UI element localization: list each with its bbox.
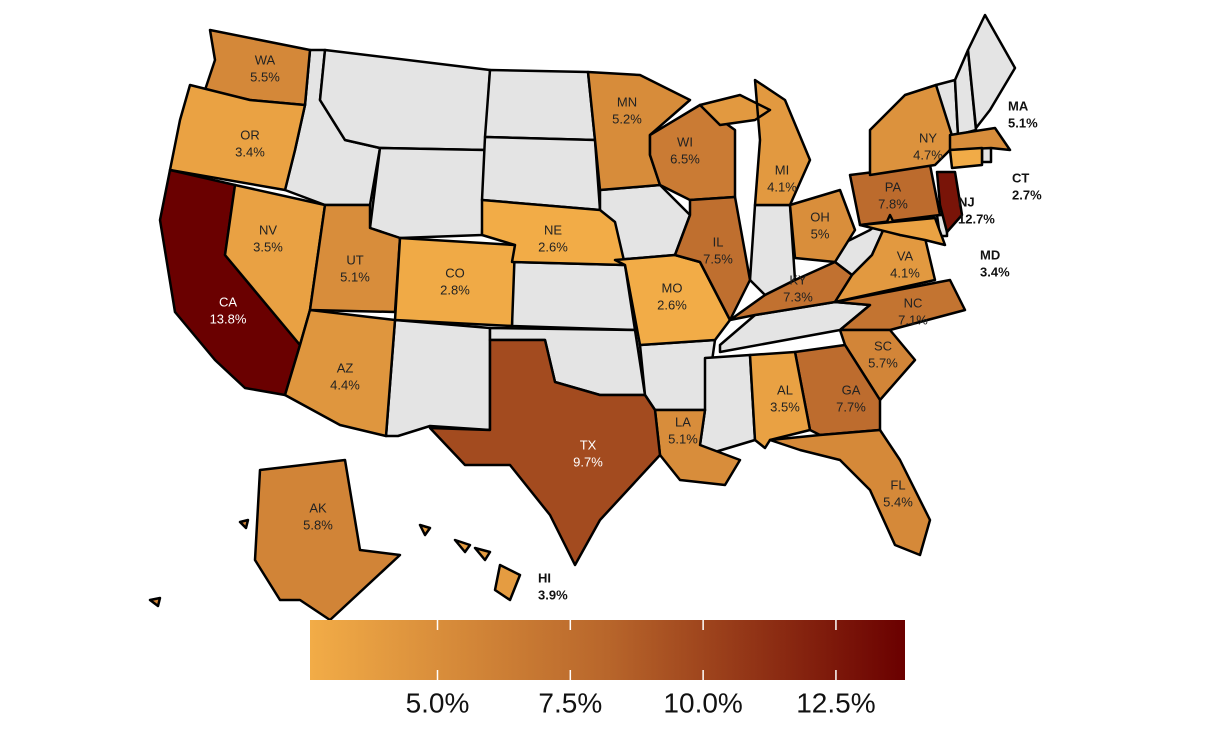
state-id: WI (677, 134, 693, 149)
state-value: 6.5% (670, 151, 700, 166)
state-value: 3.5% (253, 239, 283, 254)
state-value: 3.5% (770, 399, 800, 414)
state (788, 188, 857, 264)
colorbar: 5.0% 7.5% 10.0% 12.5% (310, 620, 905, 718)
state-id: CO (445, 265, 465, 280)
state-id: LA (675, 414, 691, 429)
state-value: 5.4% (883, 494, 913, 509)
state (318, 48, 492, 152)
state-value: 7.5% (703, 251, 733, 266)
state-value: 5.1% (1008, 115, 1038, 130)
state-id: FL (890, 477, 905, 492)
state-id: MO (662, 280, 683, 295)
state-value: 5.7% (868, 355, 898, 370)
state (480, 198, 627, 267)
state-value: 2.6% (538, 239, 568, 254)
state (966, 13, 1017, 130)
state-id: HI (538, 570, 551, 585)
state (393, 236, 517, 328)
state-id: NE (544, 222, 562, 237)
state (148, 458, 402, 622)
state-id: MN (617, 94, 637, 109)
colorbar-gradient (310, 620, 905, 680)
state (698, 353, 757, 454)
state-value: 2.8% (440, 282, 470, 297)
state (848, 163, 942, 227)
state-value: 5.1% (340, 269, 370, 284)
state-value: 2.6% (657, 297, 687, 312)
state-labels: WA 5.5% OR 3.4% CA 13.8% NV 3.5% UT 5.1% AZ 4.4% CO 2… (210, 52, 1043, 602)
state-value: 5.5% (250, 69, 280, 84)
state-id: AZ (337, 360, 354, 375)
state-value: 3.9% (538, 587, 568, 602)
state-value: 4.7% (913, 147, 943, 162)
state-id: UT (346, 252, 363, 267)
state-id: AK (309, 500, 327, 515)
state-id: VA (897, 248, 914, 263)
state (653, 408, 742, 487)
state-id: CT (1012, 170, 1029, 185)
colorbar-tick-label: 7.5% (538, 687, 602, 718)
state-id: GA (842, 382, 861, 397)
state (838, 328, 917, 402)
state-value: 5% (811, 226, 830, 241)
state-value: 3.4% (235, 144, 265, 159)
state (858, 216, 947, 247)
state-id: OH (810, 209, 830, 224)
data-states (148, 28, 1012, 622)
state (168, 83, 307, 192)
state-id: SC (874, 338, 892, 353)
state (948, 146, 984, 170)
state-value: 13.8% (210, 311, 247, 326)
state (673, 195, 752, 322)
state-id: MD (980, 247, 1000, 262)
state (384, 318, 492, 438)
state (980, 146, 993, 164)
state-value: 12.7% (958, 211, 995, 226)
state-id: AL (777, 382, 793, 397)
state-value: 5.8% (303, 517, 333, 532)
state-id: IL (713, 234, 724, 249)
state-id: NC (904, 295, 923, 310)
colorbar-tick-label: 5.0% (406, 687, 470, 718)
state-value: 7.8% (878, 196, 908, 211)
state-value: 7.1% (898, 312, 928, 327)
state-id: OR (240, 127, 260, 142)
state (948, 126, 1012, 152)
state-value: 9.7% (573, 454, 603, 469)
state (428, 338, 662, 567)
state-id: WA (255, 52, 276, 67)
state-id: MI (775, 162, 789, 177)
state-value: 2.7% (1012, 187, 1042, 202)
state-id: PA (885, 179, 902, 194)
state (748, 203, 797, 297)
state (935, 170, 964, 234)
state (728, 260, 854, 322)
state-id: NJ (958, 194, 975, 209)
state-id: CA (219, 294, 237, 309)
state (418, 523, 522, 602)
state-value: 3.4% (980, 264, 1010, 279)
state-value: 4.1% (890, 265, 920, 280)
state-value: 5.2% (612, 111, 642, 126)
state-value: 7.3% (783, 289, 813, 304)
state-value: 5.1% (668, 431, 698, 446)
state (480, 135, 602, 212)
state-id: NY (919, 130, 937, 145)
state-value: 4.1% (767, 179, 797, 194)
state-id: KY (789, 272, 807, 287)
state-id: MA (1008, 98, 1029, 113)
colorbar-tick-label: 12.5% (796, 687, 875, 718)
colorbar-tick-label: 10.0% (663, 687, 742, 718)
state (368, 146, 487, 240)
state-value: 7.7% (836, 399, 866, 414)
state-id: TX (580, 437, 597, 452)
state (768, 428, 932, 557)
state-id: NV (259, 222, 277, 237)
state (510, 260, 637, 332)
state (483, 68, 597, 142)
state-value: 4.4% (330, 377, 360, 392)
